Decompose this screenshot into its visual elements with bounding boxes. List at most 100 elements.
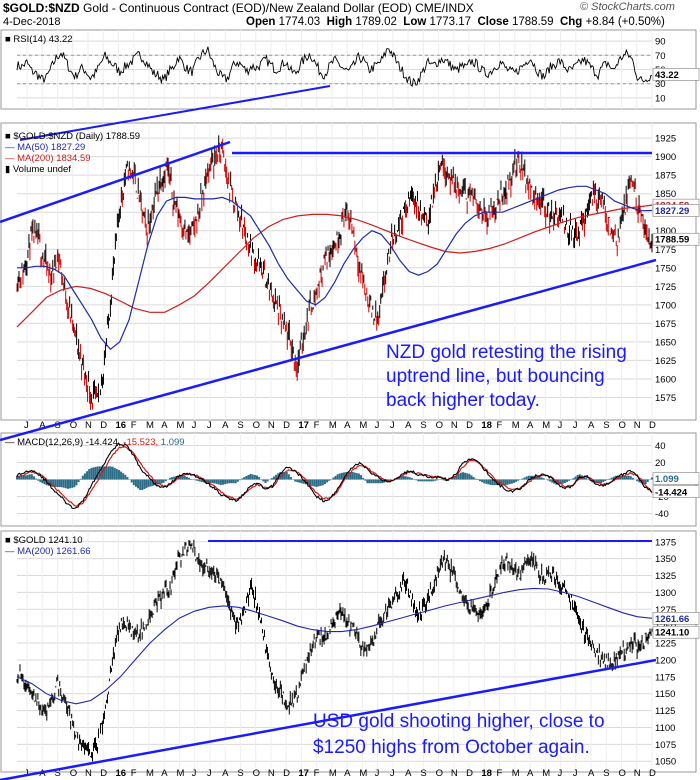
price-annotation-line: back higher today. xyxy=(386,390,540,411)
high-value: 1789.02 xyxy=(355,16,397,28)
rsi-y-tick-label: 30 xyxy=(655,79,666,90)
gold-x-tick-label: A xyxy=(344,768,351,779)
price-x-tick-label: J xyxy=(24,420,29,431)
ma50-value-badge-box xyxy=(652,204,700,217)
price-y-tick-label: 1625 xyxy=(655,356,676,367)
gold-x-tick-label: J xyxy=(207,768,212,779)
price-x-tick-label: A xyxy=(39,420,46,431)
price-y-tick-label: 1575 xyxy=(655,393,676,404)
gold-x-tick-label: F xyxy=(497,768,503,779)
ma200-legend: — MA(200) 1834.59 xyxy=(5,153,91,164)
macd-value-badge: -14.424 xyxy=(655,487,688,498)
price-y-tick-label: 1725 xyxy=(655,282,676,293)
price-x-tick-label: F xyxy=(497,420,503,431)
price-x-tick-label: N xyxy=(268,420,275,431)
gold-x-tick-label: D xyxy=(649,768,656,779)
price-y-tick-label: 1775 xyxy=(655,245,676,256)
gold-x-tick-label: J xyxy=(24,768,29,779)
macd-legend-part-2: -15.523, xyxy=(123,437,161,448)
price-x-tick-label: S xyxy=(237,420,243,431)
price-x-tick-label: S xyxy=(603,420,609,431)
change-value: +8.84 (+0.50%) xyxy=(585,16,665,28)
price-y-tick-label: 1750 xyxy=(655,263,676,274)
gold-close-badge: 1241.10 xyxy=(655,628,689,639)
date-label: 4-Dec-2018 xyxy=(3,16,61,28)
price-x-tick-label: D xyxy=(649,420,656,431)
price-x-tick-label: M xyxy=(146,420,154,431)
price-x-tick-label: O xyxy=(253,420,260,431)
gold-x-tick-label: F xyxy=(314,768,320,779)
gold-x-tick-label: O xyxy=(253,768,260,779)
price-y-tick-label: 1925 xyxy=(655,134,676,145)
ohlc-readout: Open 1774.03 High 1789.02 Low 1773.17 Cl… xyxy=(246,16,665,28)
gold-x-tick-label: S xyxy=(420,768,426,779)
gold-y-tick-label: 1050 xyxy=(655,757,676,768)
ma200-line xyxy=(16,204,653,328)
macd-y-tick-label: 40 xyxy=(655,441,666,452)
macd-hist-badge-box xyxy=(652,472,700,485)
price-x-tick-label: J xyxy=(375,420,380,431)
price-x-tick-label: O xyxy=(436,420,443,431)
price-x-tick-label: 17 xyxy=(298,420,309,431)
gold-x-tick-label: M xyxy=(176,768,184,779)
macd-legend: — MACD(12,26,9) -14.424, -15.523, 1.099 xyxy=(5,437,185,448)
macd-legend-part-0: — MACD(12,26,9) xyxy=(5,437,86,448)
price-x-tick-label: A xyxy=(344,420,351,431)
rsi-value-badge: 43.22 xyxy=(655,70,679,81)
rsi-y-tick-label: 90 xyxy=(655,37,666,48)
gold-x-tick-label: O xyxy=(619,768,626,779)
gold-x-tick-label: J xyxy=(375,768,380,779)
price-x-tick-label: D xyxy=(466,420,473,431)
price-y-tick-label: 1650 xyxy=(655,337,676,348)
price-x-tick-label: F xyxy=(131,420,137,431)
price-x-tick-label: M xyxy=(176,420,184,431)
gold-close-badge-box xyxy=(652,625,700,639)
gold-panel-frame xyxy=(0,530,697,773)
gold-x-tick-label: M xyxy=(329,768,337,779)
upper-channel-line xyxy=(0,140,231,224)
gold-y-tick-label: 1350 xyxy=(655,554,676,565)
rising-uptrend-line xyxy=(0,258,657,442)
price-x-tick-label: D xyxy=(100,420,107,431)
price-x-tick-label: S xyxy=(54,420,60,431)
gold-y-tick-label: 1325 xyxy=(655,571,676,582)
rsi-trendline xyxy=(19,85,331,141)
gold-y-tick-label: 1300 xyxy=(655,588,676,599)
macd-hist-badge: 1.099 xyxy=(655,474,679,485)
gold-legend-title: ■ $GOLD 1241.10 xyxy=(5,535,83,546)
price-x-tick-label: M xyxy=(359,420,367,431)
rsi-y-tick-label: 70 xyxy=(655,51,666,62)
gold-ma200-badge: 1261.66 xyxy=(655,614,689,625)
close-value: 1788.59 xyxy=(512,16,554,28)
price-legend-title: ■ $GOLD:$NZD (Daily) 1788.59 xyxy=(5,131,140,142)
gold-x-tick-label: A xyxy=(405,768,412,779)
macd-legend-part-3: 1.099 xyxy=(161,437,185,448)
ma50-legend: — MA(50) 1827.29 xyxy=(5,142,85,153)
gold-y-tick-label: 1275 xyxy=(655,605,676,616)
price-x-tick-label: J xyxy=(573,420,578,431)
macd-value-badge-box xyxy=(652,485,700,499)
price-x-tick-label: 16 xyxy=(115,420,126,431)
gold-x-tick-label: D xyxy=(283,768,290,779)
macd-legend-part-1: -14.424, xyxy=(86,437,124,448)
gold-y-tick-label: 1375 xyxy=(655,537,676,548)
gold-x-tick-label: J xyxy=(390,768,395,779)
price-close-badge-box xyxy=(652,232,700,246)
gold-x-tick-label: N xyxy=(85,768,92,779)
gold-x-tick-label: N xyxy=(451,768,458,779)
symbol-label: $GOLD:$NZD xyxy=(3,1,80,15)
rsi-y-tick-label: 10 xyxy=(655,93,666,104)
gold-y-tick-label: 1100 xyxy=(655,723,675,734)
price-close-badge: 1788.59 xyxy=(655,235,689,246)
ma50-value-badge: 1827.29 xyxy=(655,206,689,217)
price-annotation-line: uptrend line, but bouncing xyxy=(386,366,605,387)
price-x-tick-label: F xyxy=(314,420,320,431)
gold-ma200-badge-box xyxy=(652,612,700,625)
gold-y-tick-label: 1150 xyxy=(655,689,675,700)
gold-x-tick-label: M xyxy=(359,768,367,779)
gold-ma200-line xyxy=(16,587,653,705)
price-x-tick-label: A xyxy=(222,420,229,431)
gold-x-tick-label: N xyxy=(634,768,641,779)
gold-ma200-legend: — MA(200) 1261.66 xyxy=(5,546,91,557)
